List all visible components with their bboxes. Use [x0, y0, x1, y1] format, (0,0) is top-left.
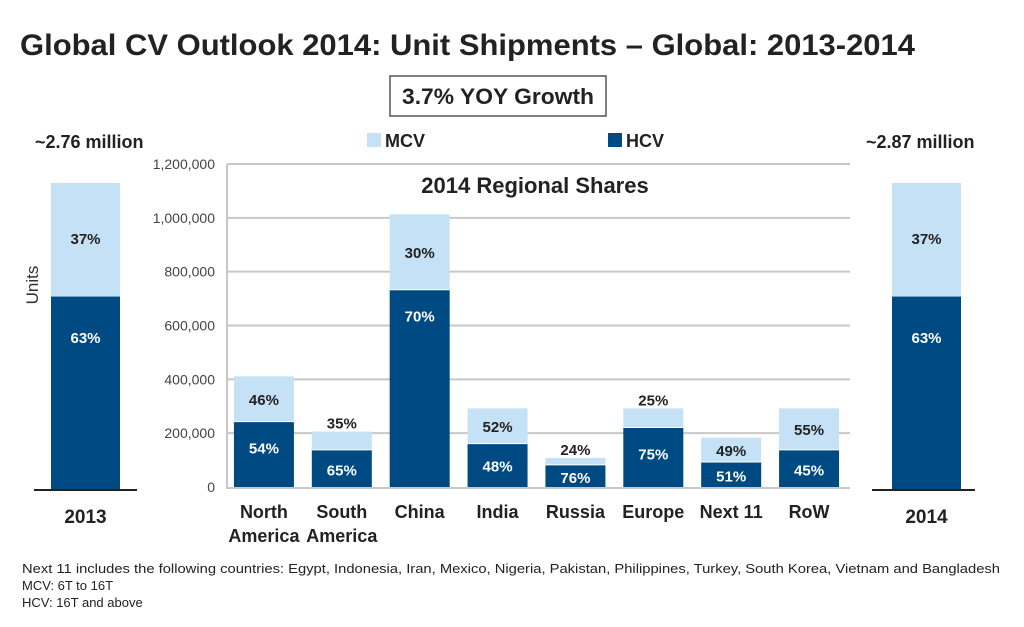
total-2013-label: ~2.76 million	[35, 132, 144, 152]
y-tick-label: 600,000	[164, 318, 215, 334]
total-2014-label: ~2.87 million	[866, 132, 975, 152]
bar-2014-mcv	[892, 183, 961, 297]
x-tick-label: Russia	[546, 502, 606, 522]
x-tick-label: Europe	[622, 502, 684, 522]
mcv-pct-label: 37%	[911, 231, 941, 248]
y-tick-label: 800,000	[164, 264, 215, 280]
page-title: Global CV Outlook 2014: Unit Shipments –…	[20, 29, 915, 62]
x-tick-label: RoW	[789, 502, 830, 522]
year-label: 2014	[905, 507, 948, 528]
x-tick-label: China	[395, 502, 446, 522]
mcv-pct-label: 37%	[70, 231, 100, 248]
bar-mcv	[389, 214, 450, 290]
growth-text: 3.7% YOY Growth	[402, 84, 594, 109]
bar-hcv	[623, 427, 684, 487]
bar-mcv	[233, 376, 294, 422]
y-tick-label: 400,000	[164, 371, 215, 387]
bar-hcv	[467, 443, 528, 487]
bar-mcv	[701, 437, 762, 462]
hcv-pct-label: 76%	[560, 470, 590, 487]
mcv-pct-label: 55%	[794, 422, 824, 439]
footnote-next11: Next 11 includes the following countries…	[22, 561, 1000, 576]
hcv-pct-label: 63%	[70, 330, 100, 347]
hcv-pct-label: 54%	[249, 441, 279, 458]
y-axis-label: Units	[23, 266, 42, 305]
bar-mcv	[467, 408, 528, 444]
mcv-pct-label: 24%	[560, 442, 590, 459]
footnote-mcv: MCV: 6T to 16T	[22, 578, 113, 593]
mcv-pct-label: 52%	[483, 419, 513, 436]
hcv-pct-label: 63%	[911, 330, 941, 347]
bar-hcv	[389, 289, 450, 487]
bar-hcv	[701, 461, 762, 487]
hcv-pct-label: 51%	[716, 468, 746, 485]
y-tick-label: 1,000,000	[153, 210, 215, 226]
mcv-pct-label: 49%	[716, 443, 746, 460]
footnote-hcv: HCV: 16T and above	[22, 595, 143, 610]
mcv-pct-label: 25%	[638, 392, 668, 409]
bar-hcv	[545, 464, 606, 487]
x-tick-label: America	[306, 526, 378, 546]
y-tick-label: 200,000	[164, 425, 215, 441]
bar-2014-hcv	[892, 296, 961, 490]
y-tick-label: 0	[207, 479, 215, 495]
mcv-pct-label: 46%	[249, 392, 279, 409]
hcv-pct-label: 70%	[405, 309, 435, 326]
hcv-pct-label: 75%	[638, 447, 668, 464]
chart-title: 2014 Regional Shares	[421, 173, 648, 198]
mcv-pct-label: 35%	[327, 416, 357, 433]
bar-mcv	[545, 457, 606, 465]
x-tick-label: America	[228, 526, 300, 546]
hcv-pct-label: 45%	[794, 462, 824, 479]
bar-hcv	[779, 449, 840, 487]
legend-hcv-swatch	[608, 133, 622, 147]
bar-mcv	[311, 431, 372, 450]
bar-2013-hcv	[51, 296, 120, 490]
bar-mcv	[623, 408, 684, 428]
hcv-pct-label: 65%	[327, 462, 357, 479]
x-tick-label: India	[477, 502, 520, 522]
bar-2013-mcv	[51, 183, 120, 297]
x-tick-label: Next 11	[700, 502, 763, 522]
bar-hcv	[311, 449, 372, 487]
legend-hcv-label: HCV	[626, 131, 664, 151]
growth-box	[389, 75, 607, 117]
x-tick-label: South	[316, 502, 367, 522]
bar-mcv	[779, 408, 840, 450]
legend-mcv-label: MCV	[385, 131, 425, 151]
mcv-pct-label: 30%	[405, 245, 435, 262]
year-label: 2013	[64, 507, 106, 528]
y-tick-label: 1,200,000	[153, 156, 215, 172]
bar-hcv	[233, 421, 294, 487]
legend-mcv-swatch	[367, 133, 381, 147]
x-tick-label: North	[240, 502, 288, 522]
hcv-pct-label: 48%	[483, 458, 513, 475]
